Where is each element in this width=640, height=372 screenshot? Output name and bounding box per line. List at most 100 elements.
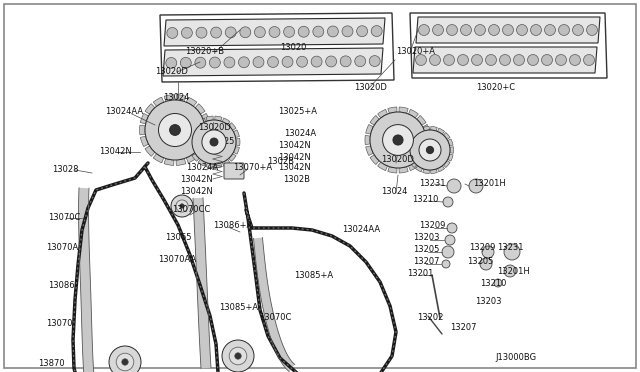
Text: 13020D: 13020D [381, 155, 414, 164]
Wedge shape [192, 123, 199, 130]
Wedge shape [236, 138, 240, 145]
Circle shape [556, 55, 566, 65]
Text: 13210: 13210 [412, 196, 438, 205]
Circle shape [253, 57, 264, 68]
Wedge shape [399, 167, 408, 173]
Circle shape [442, 260, 450, 268]
Text: 13020+A: 13020+A [396, 48, 435, 57]
Wedge shape [388, 167, 397, 173]
Circle shape [159, 113, 191, 147]
Text: 13201H: 13201H [497, 266, 530, 276]
Wedge shape [378, 162, 387, 171]
Polygon shape [413, 47, 597, 73]
Wedge shape [426, 135, 431, 145]
Wedge shape [206, 116, 213, 121]
Text: 13042N: 13042N [99, 148, 132, 157]
Circle shape [531, 25, 541, 35]
Circle shape [445, 235, 455, 245]
Polygon shape [416, 17, 600, 43]
Wedge shape [176, 94, 186, 102]
Circle shape [516, 25, 527, 35]
Text: 13203: 13203 [413, 234, 440, 243]
Circle shape [584, 55, 595, 65]
Wedge shape [186, 97, 196, 106]
Wedge shape [202, 113, 210, 124]
Wedge shape [198, 118, 205, 125]
Text: 13025+A: 13025+A [278, 108, 317, 116]
Circle shape [298, 26, 309, 37]
Circle shape [415, 55, 426, 65]
Circle shape [559, 25, 570, 35]
Circle shape [222, 340, 254, 372]
Wedge shape [202, 136, 210, 147]
Text: 13085+A: 13085+A [219, 304, 258, 312]
Wedge shape [189, 130, 195, 137]
Wedge shape [444, 161, 450, 167]
Circle shape [195, 57, 206, 68]
Circle shape [461, 25, 472, 35]
Wedge shape [431, 169, 437, 174]
Wedge shape [447, 139, 453, 146]
Text: 13207: 13207 [413, 257, 440, 266]
Text: 13231: 13231 [497, 244, 524, 253]
Wedge shape [378, 109, 387, 118]
Circle shape [182, 27, 193, 38]
Circle shape [224, 57, 235, 68]
Circle shape [371, 26, 382, 36]
Wedge shape [423, 125, 430, 134]
Wedge shape [415, 128, 422, 134]
Circle shape [284, 26, 294, 37]
Circle shape [474, 25, 486, 35]
Circle shape [458, 55, 468, 65]
Wedge shape [407, 139, 412, 146]
Text: 13024: 13024 [163, 93, 189, 103]
Circle shape [447, 179, 461, 193]
Circle shape [370, 112, 426, 168]
Wedge shape [153, 154, 164, 163]
Circle shape [502, 25, 513, 35]
Wedge shape [431, 126, 437, 131]
Wedge shape [365, 125, 373, 134]
Circle shape [282, 57, 293, 67]
Circle shape [229, 347, 247, 365]
Circle shape [255, 27, 266, 38]
Circle shape [488, 25, 499, 35]
Wedge shape [388, 107, 397, 113]
Text: 13065: 13065 [165, 234, 191, 243]
Circle shape [545, 25, 556, 35]
Circle shape [342, 26, 353, 37]
Text: 13024AA: 13024AA [342, 225, 380, 234]
Polygon shape [163, 48, 383, 76]
Circle shape [469, 179, 483, 193]
Text: 13086: 13086 [48, 282, 75, 291]
Polygon shape [193, 198, 211, 368]
Text: 13201H: 13201H [473, 179, 506, 187]
Circle shape [447, 223, 457, 233]
Wedge shape [145, 146, 155, 156]
Circle shape [504, 265, 516, 277]
Circle shape [313, 26, 324, 37]
Circle shape [145, 100, 205, 160]
Circle shape [541, 55, 552, 65]
Text: 13070CC: 13070CC [172, 205, 211, 215]
Circle shape [171, 195, 193, 217]
Circle shape [429, 55, 440, 65]
Text: 13231: 13231 [419, 179, 445, 187]
FancyBboxPatch shape [224, 163, 244, 179]
Wedge shape [417, 155, 426, 164]
Text: 13210: 13210 [480, 279, 506, 288]
Text: 13020D: 13020D [155, 67, 188, 77]
Circle shape [210, 138, 218, 146]
Circle shape [426, 147, 434, 154]
Circle shape [586, 25, 598, 35]
Circle shape [504, 244, 520, 260]
Wedge shape [408, 162, 419, 171]
Circle shape [513, 55, 524, 65]
Circle shape [419, 139, 441, 161]
Wedge shape [195, 146, 205, 156]
Circle shape [167, 28, 178, 38]
Text: 13042N: 13042N [180, 186, 212, 196]
Text: 13020+C: 13020+C [476, 83, 515, 93]
Wedge shape [408, 109, 419, 118]
Wedge shape [195, 104, 205, 114]
